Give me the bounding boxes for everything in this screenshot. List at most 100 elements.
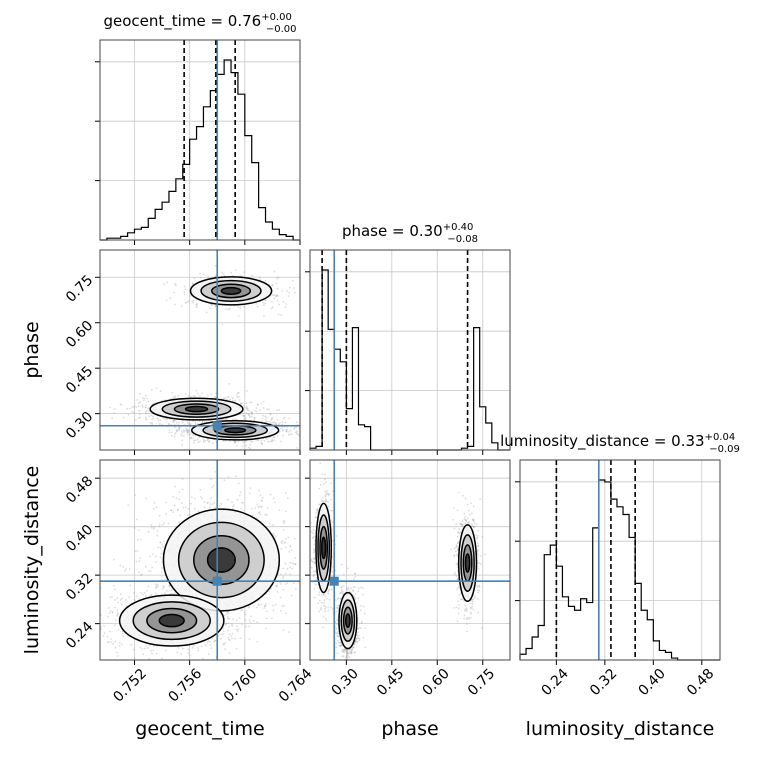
sample-point (201, 497, 204, 500)
sample-point (258, 604, 260, 607)
sample-point (190, 395, 192, 398)
sample-point (187, 652, 190, 655)
sample-point (137, 401, 140, 404)
sample-point (277, 294, 279, 297)
sample-point (218, 504, 221, 507)
sample-point (275, 295, 278, 298)
sample-point (143, 397, 146, 400)
sample-point (270, 617, 273, 620)
sample-point (243, 415, 246, 418)
sample-point (279, 427, 282, 430)
sample-point (252, 619, 255, 622)
sample-point (188, 300, 190, 302)
sample-point (227, 498, 229, 501)
sample-point (232, 505, 235, 508)
sample-point (117, 601, 119, 604)
sample-point (195, 299, 198, 302)
sample-point (107, 641, 109, 644)
sample-point (276, 585, 278, 588)
sample-point (176, 429, 179, 432)
sample-point (246, 405, 248, 408)
sample-point (271, 440, 274, 442)
sample-point (155, 652, 158, 655)
sample-point (271, 284, 273, 287)
sample-point (286, 567, 289, 570)
sample-point (150, 389, 153, 391)
sample-point (202, 273, 205, 276)
sample-point (282, 417, 285, 420)
sample-point (145, 394, 147, 397)
sample-point (225, 613, 228, 615)
sample-point (247, 606, 250, 609)
sample-point (203, 501, 206, 503)
sample-point (272, 532, 274, 535)
sample-point (145, 412, 148, 415)
sample-point (270, 422, 272, 424)
sample-point (172, 511, 175, 513)
sample-point (221, 323, 224, 326)
sample-point (286, 428, 288, 431)
sample-point (228, 625, 230, 628)
sample-point (168, 423, 171, 426)
sample-point (211, 503, 214, 505)
sample-point (133, 657, 136, 660)
sample-point (137, 417, 140, 419)
sample-point (183, 285, 186, 288)
sample-point (136, 550, 139, 552)
sample-point (183, 660, 185, 662)
sample-point (273, 421, 276, 424)
sample-point (275, 584, 278, 587)
sample-point (246, 407, 249, 410)
sample-point (173, 419, 175, 422)
sample-point (282, 428, 284, 431)
sample-point (181, 488, 184, 491)
sample-point (131, 406, 134, 409)
sample-point (282, 520, 285, 523)
sample-point (236, 625, 238, 628)
sample-point (120, 643, 123, 646)
sample-point (142, 399, 145, 402)
sample-point (229, 398, 231, 401)
sample-point (256, 404, 259, 406)
sample-point (210, 393, 212, 396)
sample-point (269, 440, 272, 443)
sample-point (291, 433, 293, 436)
sample-point (271, 437, 274, 439)
sample-point (227, 622, 230, 625)
sample-point (179, 514, 182, 517)
sample-point (255, 302, 258, 305)
sample-point (291, 279, 294, 282)
sample-point (207, 275, 209, 278)
sample-point (283, 520, 286, 523)
sample-point (172, 495, 175, 498)
title-luminosity-distance: luminosity_distance = 0.33+0.04 −0.09 (500, 432, 740, 455)
sample-point (122, 565, 125, 568)
sample-point (248, 625, 250, 628)
sample-point (289, 566, 292, 569)
sample-point (259, 513, 262, 516)
sample-point (114, 624, 116, 627)
scatter-geocent-time-luminosity-distance-frame (99, 459, 301, 661)
sample-point (118, 644, 121, 647)
sample-point (194, 423, 197, 425)
sample-point (245, 439, 247, 442)
sample-point (155, 585, 158, 587)
sample-point (270, 307, 273, 310)
sample-point (160, 553, 163, 555)
sample-point (187, 430, 190, 433)
sample-point (207, 653, 210, 656)
sample-point (214, 506, 217, 509)
sample-point (293, 287, 295, 290)
sample-point (167, 422, 170, 425)
sample-point (294, 563, 297, 566)
truth-marker (212, 421, 222, 431)
sample-point (261, 442, 264, 445)
sample-point (116, 651, 118, 654)
sample-point (203, 664, 205, 666)
sample-point (95, 596, 97, 598)
sample-point (94, 655, 96, 657)
sample-point (237, 392, 239, 394)
sample-point (189, 437, 192, 440)
sample-point (275, 585, 278, 588)
sample-point (231, 507, 234, 510)
